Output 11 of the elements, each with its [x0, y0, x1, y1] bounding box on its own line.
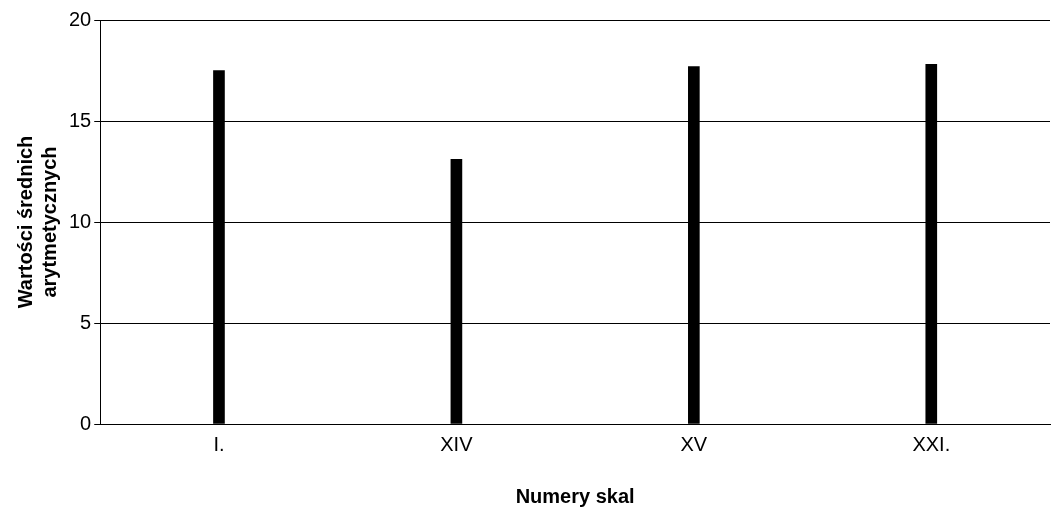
x-tick-label: XIV: [440, 432, 474, 455]
x-tick-label: XV: [680, 432, 708, 455]
x-tick-label: I.: [213, 432, 225, 455]
y-axis-title: Wartości średnich arytmetycznych: [13, 135, 60, 309]
x-axis-title: Numery skal: [515, 484, 635, 507]
y-tick-label: 0: [80, 411, 92, 434]
y-tick-label: 5: [80, 310, 92, 333]
y-tick-label: 20: [69, 7, 92, 30]
y-tick-label: 10: [69, 209, 92, 232]
x-tick-label: XXI.: [912, 432, 951, 455]
y-tick-label: 15: [69, 108, 92, 131]
